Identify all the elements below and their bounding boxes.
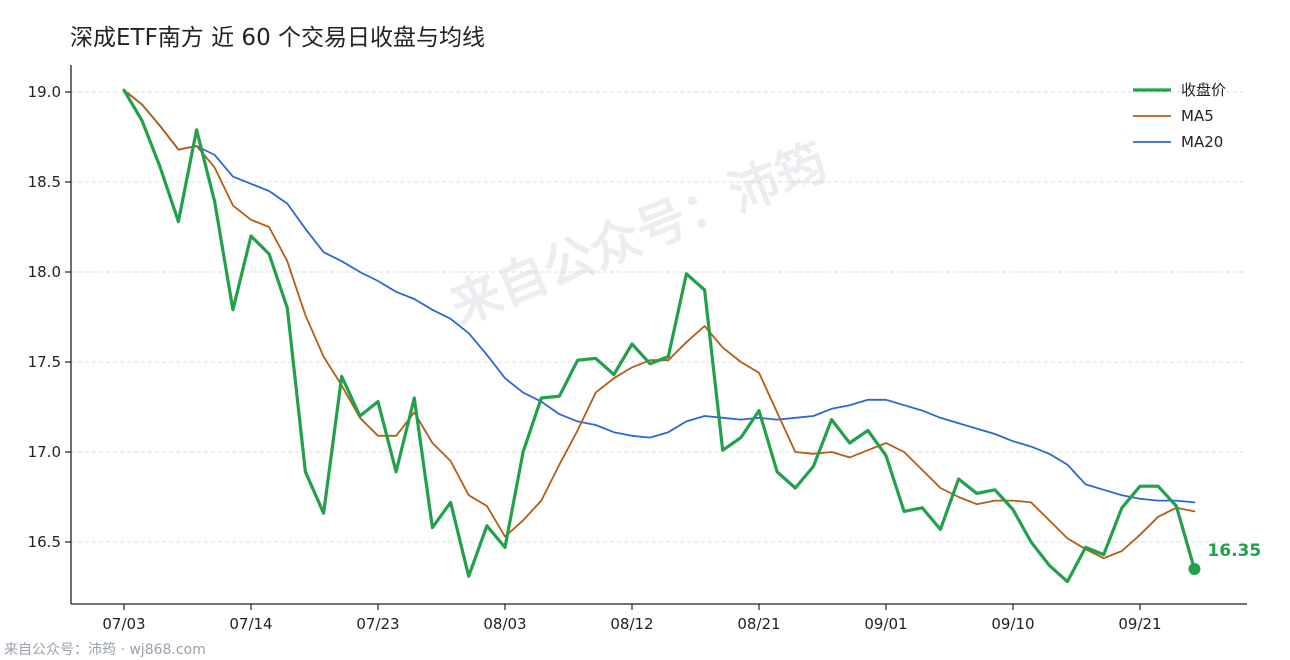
y-tick-label: 17.5	[28, 353, 61, 371]
end-point-marker	[1188, 563, 1201, 575]
y-tick-label: 17.0	[28, 443, 61, 461]
legend-item-close: 收盘价	[1133, 81, 1226, 99]
x-tick-label: 08/12	[610, 615, 653, 633]
x-tick-label: 07/14	[229, 615, 272, 633]
ma5-line	[123, 89, 1196, 560]
footer-credit: 来自公众号：沛筠 · wj868.com	[4, 641, 206, 658]
legend-label: MA5	[1181, 107, 1214, 125]
y-tick-label: 19.0	[28, 83, 61, 101]
legend-label: MA20	[1181, 133, 1223, 151]
x-tick-label: 08/21	[737, 615, 780, 633]
y-tick-label: 16.5	[28, 533, 61, 551]
legend-item-ma20: MA20	[1133, 133, 1223, 151]
x-tick-label: 09/10	[991, 615, 1034, 633]
x-tick-label: 09/01	[864, 615, 907, 633]
end-value-label: 16.35	[1207, 541, 1261, 561]
x-tick-label: 09/21	[1118, 615, 1161, 633]
x-tick-label: 08/03	[483, 615, 526, 633]
grid-lines	[71, 91, 1247, 543]
close-price-line	[122, 88, 1197, 584]
y-ticks: 16.5 17.0 17.5 18.0 18.5 19.0	[28, 83, 71, 551]
ma20-line	[123, 89, 1196, 504]
x-tick-label: 07/23	[356, 615, 399, 633]
y-tick-label: 18.0	[28, 263, 61, 281]
legend-label: 收盘价	[1181, 81, 1226, 99]
series-lines	[122, 88, 1197, 584]
x-ticks: 07/03 07/14 07/23 08/03 08/12 08/21 09/01 09/10…	[102, 604, 1162, 633]
legend: 收盘价 MA5 MA20	[1133, 81, 1226, 151]
x-tick-label: 07/03	[102, 615, 145, 633]
y-tick-label: 18.5	[28, 173, 61, 191]
axes	[70, 65, 1247, 605]
watermark: 来自公众号：沛筠	[442, 132, 835, 336]
chart-title: 深成ETF南方 近 60 个交易日收盘与均线	[70, 25, 485, 51]
legend-item-ma5: MA5	[1133, 107, 1214, 125]
